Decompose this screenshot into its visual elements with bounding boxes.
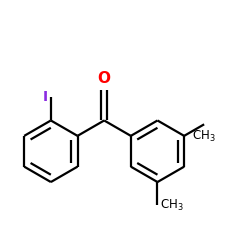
Text: CH$_3$: CH$_3$ [160, 198, 184, 213]
Text: I: I [43, 90, 48, 104]
Text: O: O [98, 71, 111, 86]
Text: CH$_3$: CH$_3$ [192, 129, 216, 144]
